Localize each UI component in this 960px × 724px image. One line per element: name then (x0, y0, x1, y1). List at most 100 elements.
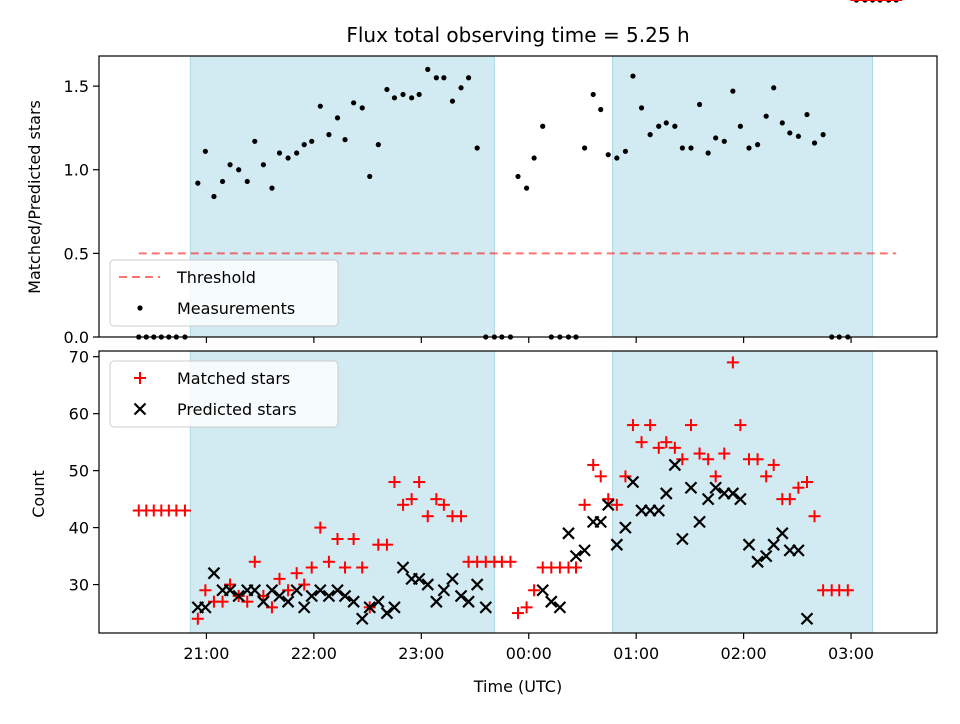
measurement-point (400, 91, 406, 98)
predicted-stars-point (751, 555, 764, 569)
matched-stars-point (602, 493, 615, 506)
measurement-point (260, 162, 266, 168)
measurement-point (590, 91, 596, 98)
matched-stars-point (356, 561, 369, 574)
matched-stars-point (619, 470, 632, 483)
measurement-point (474, 145, 480, 151)
legend-box (109, 259, 339, 327)
matched-stars-point (504, 555, 517, 568)
top-panel: 0.0 0.5 1.0 1.5 Threshold Measurements (64, 0, 938, 347)
predicted-stars-point (562, 527, 575, 540)
matched-stars-point (199, 584, 212, 597)
matched-stars-point (635, 436, 648, 449)
matched-stars-point (668, 441, 681, 454)
measurement-point (301, 142, 307, 148)
predicted-stars-point (693, 515, 706, 529)
predicted-stars-point (479, 601, 493, 614)
measurement-point (342, 137, 348, 143)
x-tick-label: 22:00 (291, 644, 337, 663)
predicted-stars-point (223, 583, 237, 597)
predicted-stars-point (668, 458, 682, 472)
predicted-stars-point (446, 572, 459, 586)
axes-frame (98, 350, 938, 634)
matched-stars-point (660, 436, 673, 449)
predicted-stars-point (207, 566, 221, 580)
measurement-point (730, 88, 736, 94)
matched-stars-point (841, 584, 854, 597)
measurement-point (269, 185, 275, 191)
predicted-stars-point (281, 595, 295, 608)
predicted-stars-point (363, 601, 377, 614)
matched-stars-point (298, 578, 311, 591)
measurement-point (449, 98, 456, 104)
x-tick-label: 02:00 (721, 644, 767, 663)
matched-stars-point (290, 567, 303, 580)
matched-stars-point (455, 510, 468, 523)
matched-stars-point (594, 470, 607, 483)
matched-stars-point (512, 607, 524, 620)
matched-stars-point (388, 476, 401, 489)
predicted-stars-point (421, 578, 435, 591)
predicted-stars-point (659, 487, 673, 500)
predicted-stars-point (610, 538, 624, 551)
matched-stars-point (587, 458, 600, 471)
legend-measurement-marker (137, 305, 143, 311)
predicted-stars-point (305, 589, 319, 603)
y-tick-label: 1.0 (64, 161, 89, 180)
matched-stars-point (380, 538, 393, 551)
measurement-point (276, 150, 283, 156)
matched-stars-point (430, 493, 443, 506)
legend-label: Threshold (176, 268, 256, 287)
measurement-point (309, 138, 315, 144)
measurement-point (326, 132, 332, 138)
shaded-span (612, 350, 874, 634)
measurement-point (763, 113, 769, 119)
measurement-point (705, 150, 711, 156)
matched-stars-point (652, 441, 665, 454)
predicted-stars-point (569, 549, 583, 563)
measurement-point (236, 167, 242, 173)
bottom-panel: 30 40 50 60 70 21:00 22:00 23:00 00:00 01:00 02:00… (69, 0, 938, 663)
matched-stars-point (709, 470, 722, 483)
legend-matched-marker (134, 372, 146, 384)
predicted-stars-point (248, 583, 262, 597)
measurement-point (375, 142, 381, 148)
matched-stars-point (322, 555, 335, 568)
predicted-stars-point (396, 561, 410, 574)
predicted-stars-point (199, 601, 212, 614)
matched-stars-point (760, 470, 773, 483)
measurement-point (804, 111, 810, 118)
predicted-stars-point (594, 515, 608, 529)
measurement-point (219, 178, 226, 185)
predicted-stars-point (800, 612, 814, 626)
matched-stars-point (273, 572, 286, 585)
measurement-point (754, 142, 761, 148)
measurement-point (367, 173, 373, 180)
y-tick-label: 50 (69, 462, 89, 481)
legend-predicted-marker (133, 402, 147, 416)
matched-stars-point (178, 504, 191, 517)
measurement-point (195, 180, 201, 186)
predicted-stars-point (462, 595, 475, 608)
measurement-point (737, 123, 743, 129)
predicted-stars-point (776, 527, 789, 540)
legend-label: Matched stars (177, 369, 290, 388)
predicted-stars-point (430, 595, 443, 608)
matched-stars-point (248, 555, 261, 568)
predicted-stars-point (380, 606, 394, 620)
measurement-point (433, 75, 439, 81)
matched-stars-point (808, 510, 821, 523)
predicted-stars-point (676, 532, 689, 546)
predicted-stars-point (684, 481, 698, 495)
measurement-point (638, 105, 645, 111)
measurement-point (614, 155, 620, 161)
measurement-point (317, 103, 323, 109)
measurement-point (795, 133, 802, 139)
measurement-point (244, 178, 250, 185)
y-tick-label: 40 (69, 519, 89, 538)
matched-stars-point (578, 498, 591, 511)
measurement-point (391, 95, 398, 101)
predicted-stars-point (619, 521, 632, 534)
matched-stars-point (437, 498, 450, 511)
